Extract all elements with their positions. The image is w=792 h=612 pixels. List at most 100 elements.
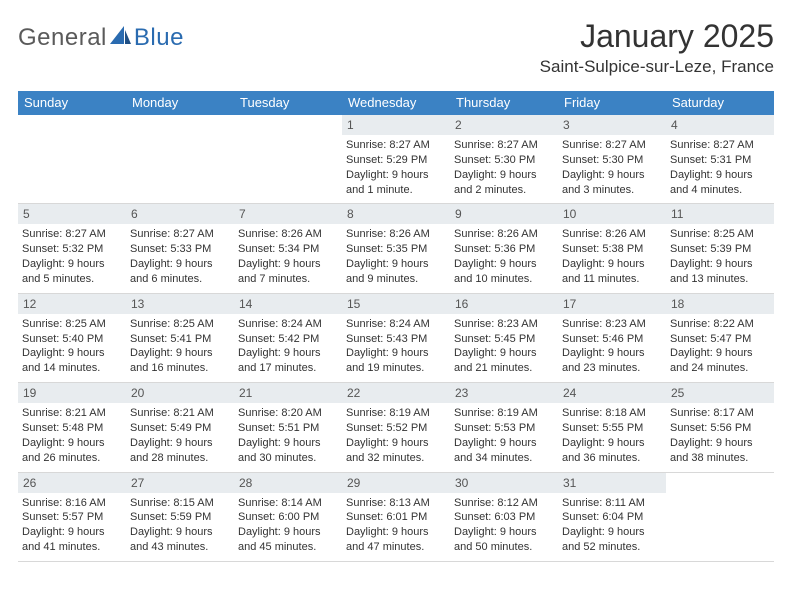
weeks-container: 1Sunrise: 8:27 AMSunset: 5:29 PMDaylight… <box>18 115 774 562</box>
day-info: Sunrise: 8:20 AMSunset: 5:51 PMDaylight:… <box>238 406 338 465</box>
sunrise-text: Sunrise: 8:27 AM <box>670 138 770 153</box>
sunrise-text: Sunrise: 8:26 AM <box>562 227 662 242</box>
daylight-text: Daylight: 9 hours and 5 minutes. <box>22 257 122 287</box>
day-number: 6 <box>126 204 234 224</box>
sunrise-text: Sunrise: 8:18 AM <box>562 406 662 421</box>
daylight-text: Daylight: 9 hours and 14 minutes. <box>22 346 122 376</box>
daylight-text: Daylight: 9 hours and 43 minutes. <box>130 525 230 555</box>
brand-part2: Blue <box>134 24 184 52</box>
day-cell: 17Sunrise: 8:23 AMSunset: 5:46 PMDayligh… <box>558 294 666 383</box>
day-cell: 13Sunrise: 8:25 AMSunset: 5:41 PMDayligh… <box>126 294 234 383</box>
week-row: 19Sunrise: 8:21 AMSunset: 5:48 PMDayligh… <box>18 383 774 472</box>
daylight-text: Daylight: 9 hours and 24 minutes. <box>670 346 770 376</box>
day-cell: 2 Sunrise: 8:27 AMSunset: 5:30 PMDaylight… <box>450 115 558 204</box>
day-info: Sunrise: 8:26 AMSunset: 5:38 PMDaylight:… <box>562 227 662 286</box>
sunset-text: Sunset: 5:31 PM <box>670 153 770 168</box>
day-number: 21 <box>234 383 342 403</box>
day-info: Sunrise: 8:25 AMSunset: 5:40 PMDaylight:… <box>22 317 122 376</box>
day-number: 16 <box>450 294 558 314</box>
daylight-text: Daylight: 9 hours and 6 minutes. <box>130 257 230 287</box>
daylight-text: Daylight: 9 hours and 30 minutes. <box>238 436 338 466</box>
day-info: Sunrise: 8:26 AMSunset: 5:36 PMDaylight:… <box>454 227 554 286</box>
day-cell: 25Sunrise: 8:17 AMSunset: 5:56 PMDayligh… <box>666 383 774 472</box>
sunset-text: Sunset: 5:52 PM <box>346 421 446 436</box>
day-info: Sunrise: 8:27 AMSunset: 5:30 PMDaylight:… <box>454 138 554 197</box>
day-number: 30 <box>450 473 558 493</box>
daylight-text: Daylight: 9 hours and 34 minutes. <box>454 436 554 466</box>
day-info: Sunrise: 8:25 AMSunset: 5:39 PMDaylight:… <box>670 227 770 286</box>
day-number: 12 <box>18 294 126 314</box>
daylight-text: Daylight: 9 hours and 32 minutes. <box>346 436 446 466</box>
day-info: Sunrise: 8:27 AMSunset: 5:30 PMDaylight:… <box>562 138 662 197</box>
day-cell <box>234 115 342 204</box>
day-cell <box>666 473 774 562</box>
weekday-header: Tuesday <box>234 91 342 115</box>
day-info: Sunrise: 8:19 AMSunset: 5:52 PMDaylight:… <box>346 406 446 465</box>
sunset-text: Sunset: 5:39 PM <box>670 242 770 257</box>
brand-sail-icon <box>110 26 132 51</box>
weekday-header: Wednesday <box>342 91 450 115</box>
day-cell: 30Sunrise: 8:12 AMSunset: 6:03 PMDayligh… <box>450 473 558 562</box>
weekday-header: Thursday <box>450 91 558 115</box>
calendar-page: General Blue January 2025 Saint-Sulpice-… <box>0 0 792 562</box>
day-info: Sunrise: 8:19 AMSunset: 5:53 PMDaylight:… <box>454 406 554 465</box>
calendar: SundayMondayTuesdayWednesdayThursdayFrid… <box>18 91 774 562</box>
sunrise-text: Sunrise: 8:22 AM <box>670 317 770 332</box>
sunset-text: Sunset: 5:48 PM <box>22 421 122 436</box>
sunrise-text: Sunrise: 8:23 AM <box>562 317 662 332</box>
daylight-text: Daylight: 9 hours and 21 minutes. <box>454 346 554 376</box>
day-number: 23 <box>450 383 558 403</box>
day-info: Sunrise: 8:26 AMSunset: 5:35 PMDaylight:… <box>346 227 446 286</box>
day-info: Sunrise: 8:16 AMSunset: 5:57 PMDaylight:… <box>22 496 122 555</box>
sunrise-text: Sunrise: 8:20 AM <box>238 406 338 421</box>
day-info: Sunrise: 8:26 AMSunset: 5:34 PMDaylight:… <box>238 227 338 286</box>
week-row: 26 Sunrise: 8:16 AMSunset: 5:57 PMDayligh… <box>18 473 774 562</box>
day-cell: 14Sunrise: 8:24 AMSunset: 5:42 PMDayligh… <box>234 294 342 383</box>
day-info: Sunrise: 8:13 AMSunset: 6:01 PMDaylight:… <box>346 496 446 555</box>
sunset-text: Sunset: 5:34 PM <box>238 242 338 257</box>
sunrise-text: Sunrise: 8:13 AM <box>346 496 446 511</box>
sunset-text: Sunset: 5:49 PM <box>130 421 230 436</box>
day-cell: 11Sunrise: 8:25 AMSunset: 5:39 PMDayligh… <box>666 204 774 293</box>
daylight-text: Daylight: 9 hours and 13 minutes. <box>670 257 770 287</box>
daylight-text: Daylight: 9 hours and 9 minutes. <box>346 257 446 287</box>
day-info: Sunrise: 8:24 AMSunset: 5:43 PMDaylight:… <box>346 317 446 376</box>
sunset-text: Sunset: 6:04 PM <box>562 510 662 525</box>
day-cell: 1Sunrise: 8:27 AMSunset: 5:29 PMDaylight… <box>342 115 450 204</box>
location: Saint-Sulpice-sur-Leze, France <box>540 57 774 77</box>
day-cell: 18Sunrise: 8:22 AMSunset: 5:47 PMDayligh… <box>666 294 774 383</box>
day-number: 20 <box>126 383 234 403</box>
day-cell: 29Sunrise: 8:13 AMSunset: 6:01 PMDayligh… <box>342 473 450 562</box>
daylight-text: Daylight: 9 hours and 52 minutes. <box>562 525 662 555</box>
day-number: 15 <box>342 294 450 314</box>
week-row: 5Sunrise: 8:27 AMSunset: 5:32 PMDaylight… <box>18 204 774 293</box>
day-info: Sunrise: 8:27 AMSunset: 5:32 PMDaylight:… <box>22 227 122 286</box>
day-cell: 15 Sunrise: 8:24 AMSunset: 5:43 PMDayligh… <box>342 294 450 383</box>
daylight-text: Daylight: 9 hours and 7 minutes. <box>238 257 338 287</box>
day-number: 24 <box>558 383 666 403</box>
sunset-text: Sunset: 6:03 PM <box>454 510 554 525</box>
sunset-text: Sunset: 5:51 PM <box>238 421 338 436</box>
daylight-text: Daylight: 9 hours and 36 minutes. <box>562 436 662 466</box>
sunrise-text: Sunrise: 8:27 AM <box>130 227 230 242</box>
sunset-text: Sunset: 5:36 PM <box>454 242 554 257</box>
sunset-text: Sunset: 5:35 PM <box>346 242 446 257</box>
daylight-text: Daylight: 9 hours and 26 minutes. <box>22 436 122 466</box>
daylight-text: Daylight: 9 hours and 16 minutes. <box>130 346 230 376</box>
day-info: Sunrise: 8:21 AMSunset: 5:48 PMDaylight:… <box>22 406 122 465</box>
daylight-text: Daylight: 9 hours and 2 minutes. <box>454 168 554 198</box>
sunset-text: Sunset: 5:30 PM <box>454 153 554 168</box>
sunset-text: Sunset: 5:53 PM <box>454 421 554 436</box>
daylight-text: Daylight: 9 hours and 3 minutes. <box>562 168 662 198</box>
day-number: 26 <box>18 473 126 493</box>
day-number: 2 <box>450 115 558 135</box>
weekday-header-row: SundayMondayTuesdayWednesdayThursdayFrid… <box>18 91 774 115</box>
day-cell: 24Sunrise: 8:18 AMSunset: 5:55 PMDayligh… <box>558 383 666 472</box>
sunrise-text: Sunrise: 8:27 AM <box>22 227 122 242</box>
sunset-text: Sunset: 5:59 PM <box>130 510 230 525</box>
daylight-text: Daylight: 9 hours and 45 minutes. <box>238 525 338 555</box>
day-number: 31 <box>558 473 666 493</box>
daylight-text: Daylight: 9 hours and 38 minutes. <box>670 436 770 466</box>
week-row: 1Sunrise: 8:27 AMSunset: 5:29 PMDaylight… <box>18 115 774 204</box>
sunset-text: Sunset: 6:01 PM <box>346 510 446 525</box>
